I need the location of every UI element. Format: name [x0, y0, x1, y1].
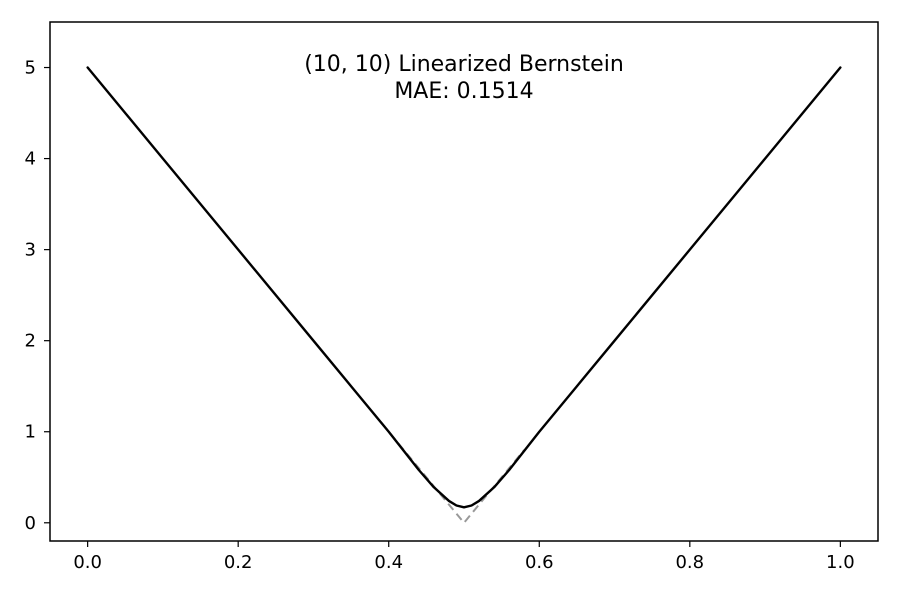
- y-tick-label: 5: [25, 58, 36, 79]
- x-tick-label: 0.2: [224, 552, 253, 573]
- x-tick-label: 1.0: [826, 552, 855, 573]
- series-layer: [86, 66, 842, 524]
- x-tick-label: 0.6: [525, 552, 554, 573]
- y-tick-label: 2: [25, 331, 36, 352]
- y-tick-label: 4: [25, 149, 36, 170]
- y-tick-label: 3: [25, 240, 36, 261]
- chart-title: (10, 10) Linearized Bernstein: [304, 52, 624, 77]
- x-tick-label: 0.8: [675, 552, 704, 573]
- x-tick-label: 0.0: [73, 552, 102, 573]
- y-tick-label: 0: [25, 513, 36, 534]
- series-line-0: [86, 66, 842, 509]
- y-tick-label: 1: [25, 422, 36, 443]
- series-line-1: [372, 412, 525, 524]
- x-tick-label: 0.4: [374, 552, 403, 573]
- plot-frame: [49, 21, 879, 542]
- ticks-layer: 0.0 0.2 0.4 0.6 0.8 1.0 0 1 2 3 4 5: [25, 58, 855, 573]
- chart-subtitle: MAE: 0.1514: [394, 79, 533, 104]
